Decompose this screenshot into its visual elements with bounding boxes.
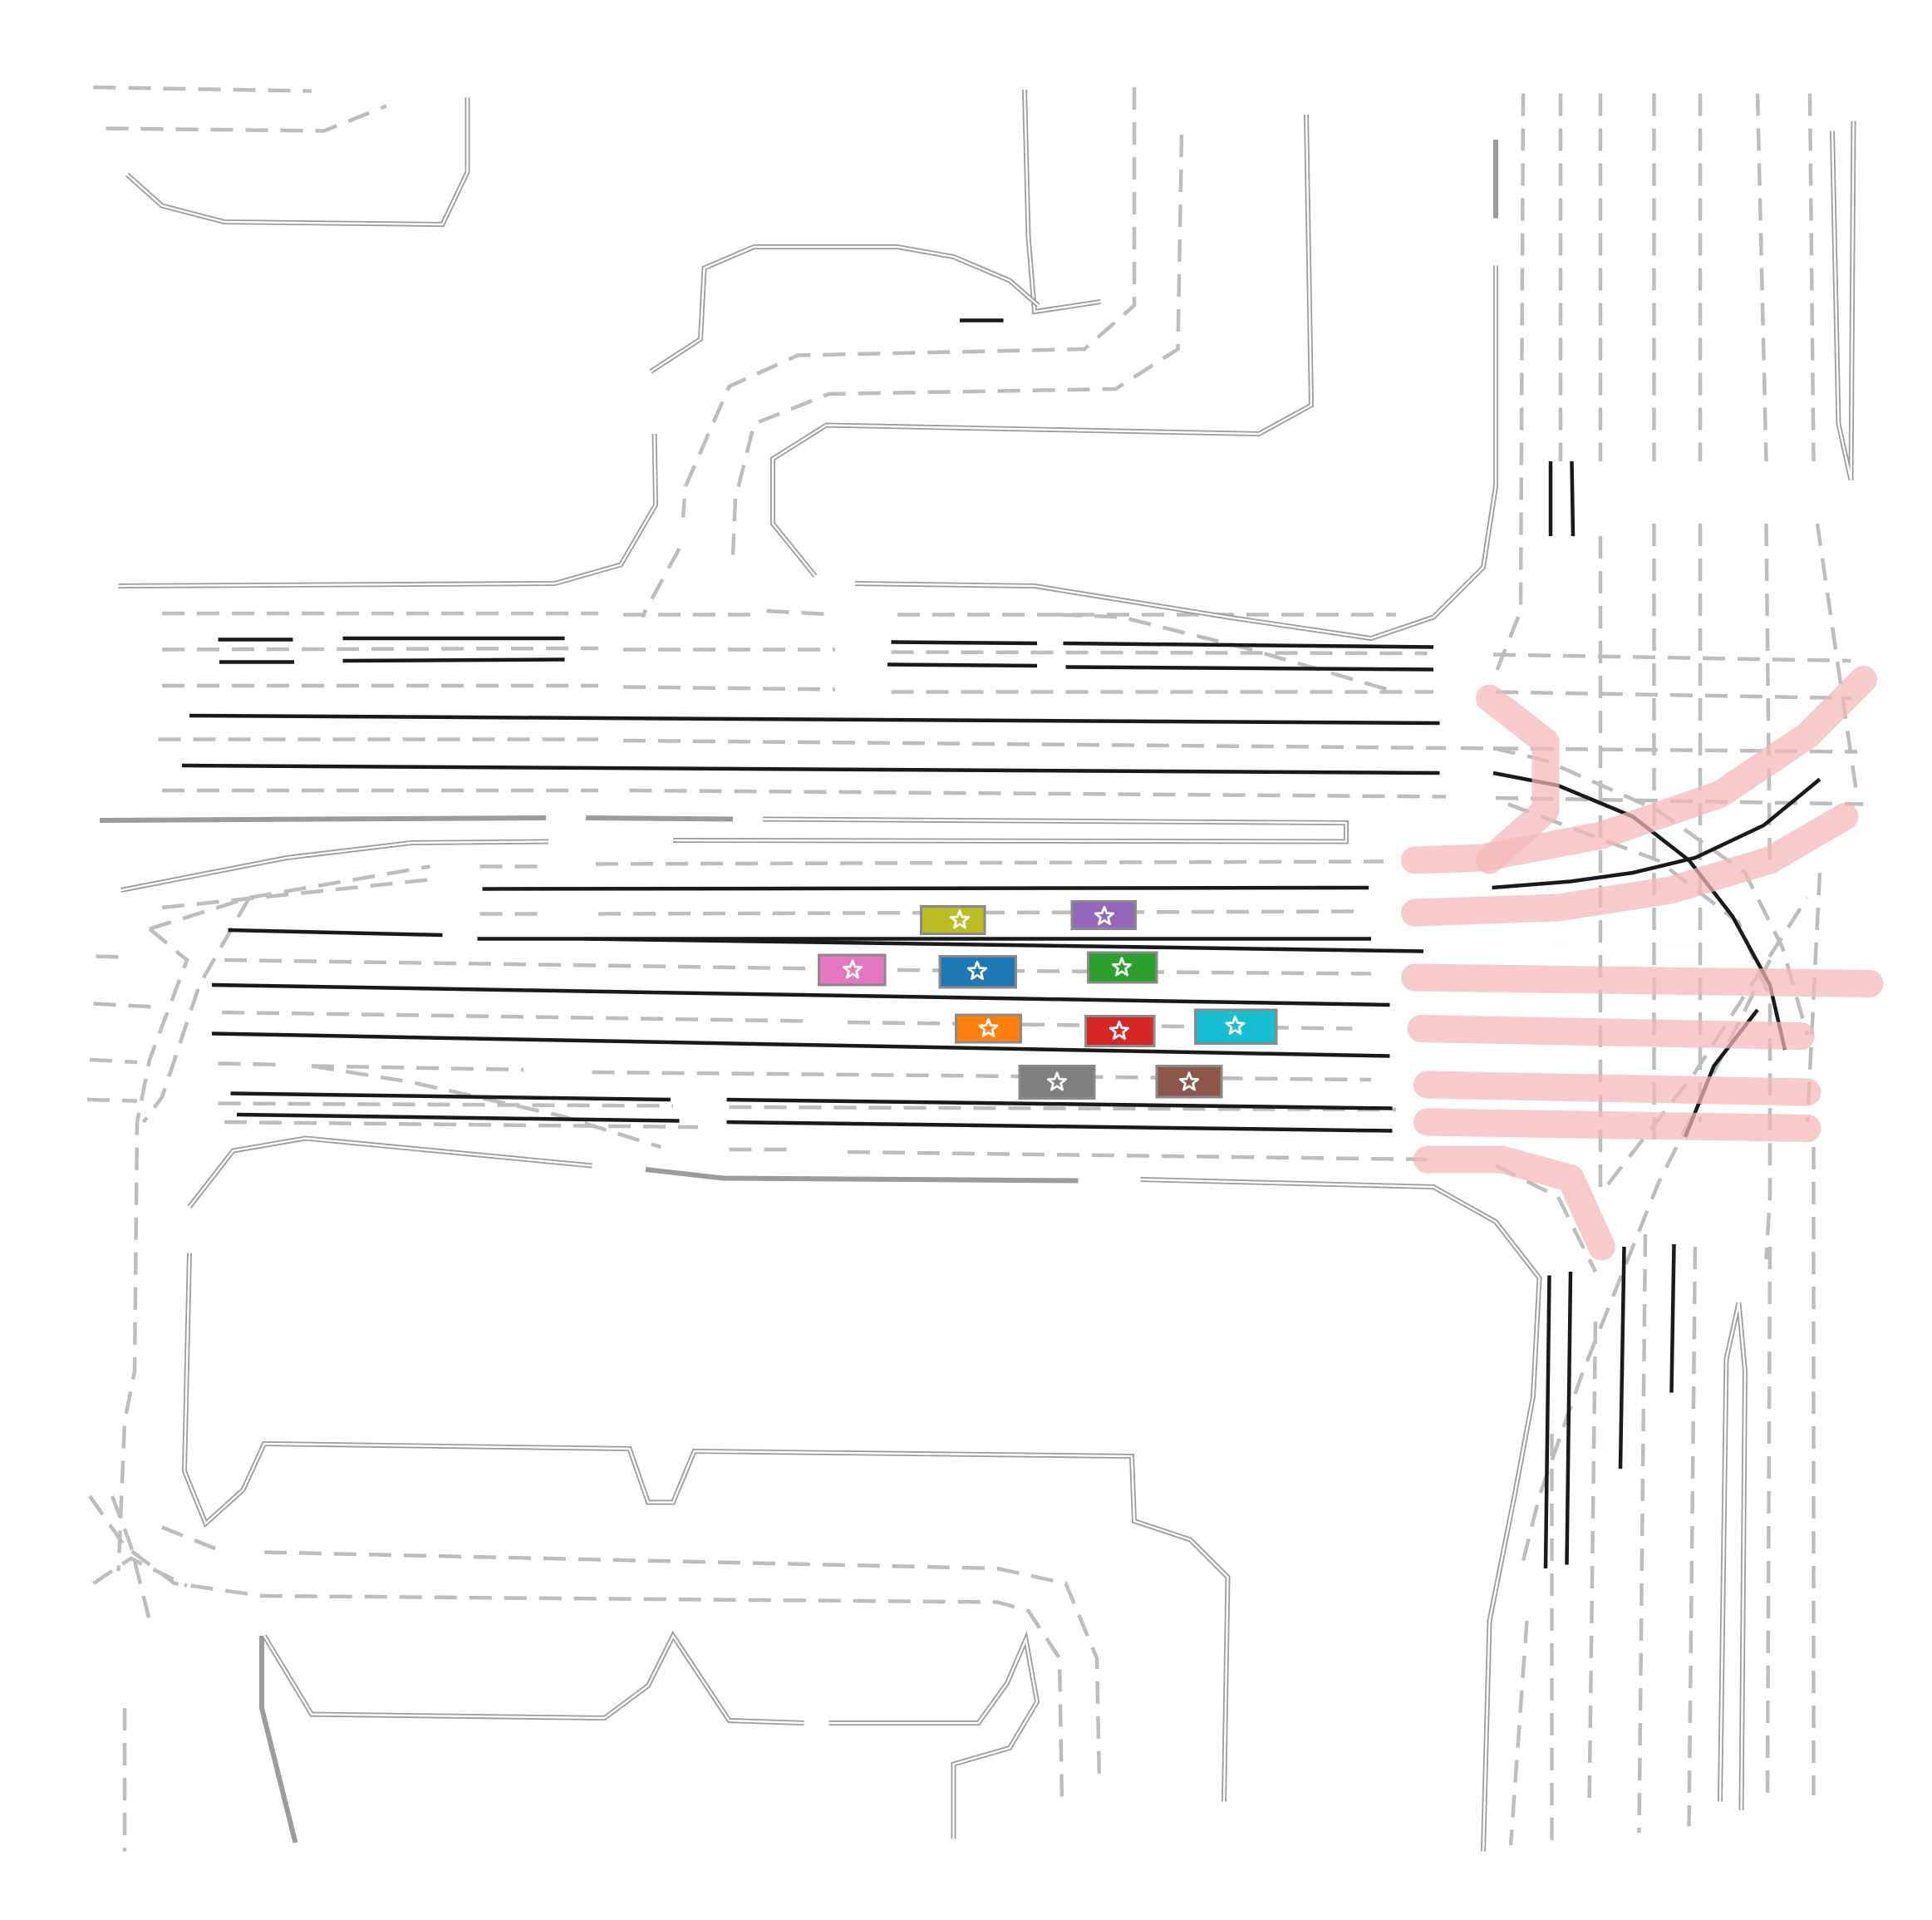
star-icon bbox=[1111, 957, 1133, 977]
star-icon bbox=[842, 959, 863, 979]
road-edges bbox=[99, 89, 1856, 1852]
vehicles bbox=[818, 900, 1278, 1100]
vehicle-green-body bbox=[1087, 951, 1158, 984]
vehicle-brown bbox=[1155, 1065, 1223, 1099]
star-icon bbox=[966, 960, 988, 980]
star-icon bbox=[1046, 1071, 1068, 1091]
vehicle-gray-body bbox=[1018, 1065, 1096, 1100]
star-icon bbox=[1094, 905, 1115, 925]
vehicle-red-body bbox=[1084, 1015, 1156, 1047]
vehicle-blue-body bbox=[938, 955, 1017, 989]
vehicle-green bbox=[1087, 951, 1158, 984]
star-icon bbox=[949, 909, 971, 929]
vehicle-gray bbox=[1018, 1065, 1096, 1100]
vehicle-pink-body bbox=[818, 953, 887, 987]
solid-lane-lines bbox=[181, 318, 1821, 1569]
vehicle-purple-body bbox=[1070, 900, 1137, 930]
star-icon bbox=[978, 1017, 999, 1037]
star-icon bbox=[1178, 1071, 1200, 1091]
vehicle-cyan bbox=[1194, 1008, 1278, 1045]
vehicle-purple bbox=[1070, 900, 1137, 930]
star-icon bbox=[1225, 1015, 1246, 1035]
lane-dividers bbox=[86, 85, 1864, 1852]
star-icon bbox=[1109, 1020, 1130, 1040]
vehicle-orange bbox=[955, 1013, 1022, 1044]
vehicle-olive bbox=[920, 905, 986, 935]
vehicle-pink bbox=[818, 953, 887, 987]
vehicle-brown-body bbox=[1155, 1065, 1223, 1099]
vehicle-blue bbox=[938, 955, 1017, 989]
vehicle-cyan-body bbox=[1194, 1008, 1278, 1045]
vehicle-red bbox=[1084, 1015, 1156, 1047]
planned-route bbox=[1401, 666, 1884, 1261]
